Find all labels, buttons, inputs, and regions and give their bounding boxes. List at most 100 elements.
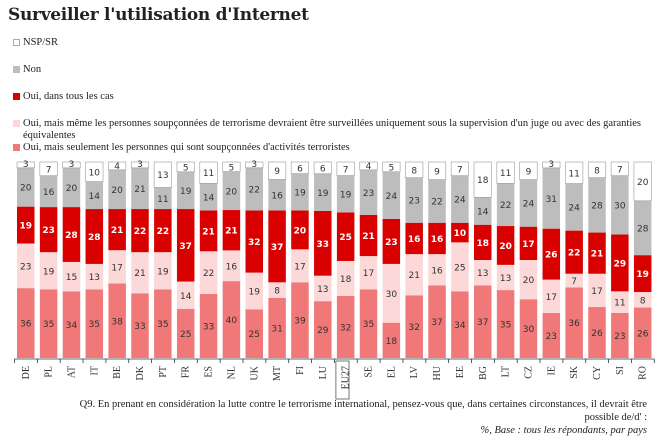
bar-segment-si-s4 bbox=[610, 161, 629, 177]
bar-segment-ie-s3 bbox=[542, 167, 561, 229]
data-label-el-s0: 18 bbox=[386, 337, 398, 347]
bar-segment-ee-s4 bbox=[450, 161, 469, 177]
data-label-lu-s0: 29 bbox=[317, 326, 329, 336]
bar-segment-lv-s3 bbox=[405, 177, 423, 223]
bar-segment-cy-s1 bbox=[588, 273, 606, 308]
data-label-at-s2: 28 bbox=[65, 231, 78, 241]
bar-segment-cy-s3 bbox=[588, 177, 606, 233]
bar-segment-lu-s3 bbox=[314, 173, 332, 211]
data-label-lt-s3: 22 bbox=[500, 201, 511, 211]
x-tick-label-dk: DK bbox=[135, 365, 146, 380]
data-label-pl-s0: 35 bbox=[43, 320, 54, 330]
data-label-fi-s1: 17 bbox=[294, 262, 305, 272]
bar-segment-sk-s0 bbox=[565, 287, 583, 358]
bar-segment-uk-s1 bbox=[245, 272, 263, 310]
bar-segment-lu-s0 bbox=[314, 301, 332, 358]
data-label-fr-s3: 19 bbox=[180, 187, 192, 197]
data-label-lu-s3: 19 bbox=[317, 189, 329, 199]
bar-segment-pt-s3 bbox=[154, 187, 172, 210]
data-label-eu27-s3: 19 bbox=[340, 191, 352, 201]
bar-segment-el-s3 bbox=[382, 171, 401, 219]
bar-segment-de-s3 bbox=[17, 167, 35, 207]
data-label-bg-s1: 13 bbox=[477, 269, 488, 279]
data-label-cz-s3: 24 bbox=[523, 200, 535, 210]
bar-segment-ee-s0 bbox=[451, 291, 469, 358]
data-label-se-s3: 23 bbox=[363, 189, 374, 199]
bar-segment-lt-s2 bbox=[496, 226, 515, 265]
data-label-be-s3: 20 bbox=[111, 186, 123, 196]
data-label-fi-s2: 20 bbox=[294, 226, 307, 236]
bar-segment-sk-s2 bbox=[565, 230, 583, 274]
bar-segment-lv-s1 bbox=[405, 254, 423, 296]
bar-segment-be-s4 bbox=[108, 161, 127, 171]
data-label-se-s2: 21 bbox=[362, 232, 375, 242]
data-label-be-s1: 17 bbox=[111, 263, 122, 273]
legend-swatch-nsp bbox=[13, 39, 20, 46]
data-label-fr-s2: 37 bbox=[179, 242, 192, 252]
x-tick-label-fr: FR bbox=[181, 366, 192, 379]
x-tick-label-ro: RO bbox=[638, 366, 649, 380]
bar-segment-it-s4 bbox=[85, 161, 104, 182]
bar-segment-pl-s4 bbox=[39, 161, 58, 177]
bar-segment-sk-s3 bbox=[565, 183, 583, 231]
bar-segment-eu27-s2 bbox=[336, 212, 355, 261]
data-label-cy-s0: 26 bbox=[591, 329, 603, 339]
legend-label: Non bbox=[23, 64, 42, 75]
bar-segment-uk-s0 bbox=[245, 309, 263, 358]
bar-segment-cz-s4 bbox=[519, 161, 538, 180]
data-label-uk-s2: 32 bbox=[248, 238, 261, 248]
bar-segment-ee-s1 bbox=[451, 242, 469, 292]
bar-segment-el-s0 bbox=[382, 322, 401, 358]
bar-segment-lu-s1 bbox=[314, 275, 332, 302]
data-label-uk-s4: 3 bbox=[251, 160, 257, 170]
bar-segment-at-s2 bbox=[62, 207, 81, 262]
bar-segment-fr-s3 bbox=[176, 171, 195, 210]
bar-segment-lu-s4 bbox=[313, 161, 332, 175]
x-tick-label-fi: FI bbox=[295, 366, 306, 375]
bar-segment-hu-s0 bbox=[428, 285, 446, 358]
bar-segment-pl-s0 bbox=[39, 289, 58, 358]
x-tick-label-lv: LV bbox=[409, 365, 420, 378]
bar-segment-se-s0 bbox=[359, 289, 378, 358]
bar-segment-pl-s1 bbox=[39, 252, 58, 290]
bar-segment-cy-s4 bbox=[587, 161, 607, 178]
bar-segment-el-s2 bbox=[382, 218, 401, 264]
data-label-lv-s0: 32 bbox=[408, 323, 419, 333]
data-label-mt-s4: 9 bbox=[274, 167, 280, 177]
bar-segment-si-s0 bbox=[611, 312, 629, 358]
data-label-ro-s0: 26 bbox=[637, 329, 649, 339]
bar-segment-lt-s4 bbox=[496, 161, 515, 184]
bar-segment-ie-s2 bbox=[542, 228, 561, 280]
data-label-ie-s0: 23 bbox=[546, 332, 557, 342]
data-label-ee-s3: 24 bbox=[454, 196, 466, 206]
data-label-dk-s3: 21 bbox=[134, 185, 145, 195]
data-label-ro-s3: 28 bbox=[637, 224, 649, 234]
data-label-hu-s2: 16 bbox=[431, 235, 444, 245]
bar-segment-bg-s2 bbox=[474, 224, 492, 260]
bar-segment-uk-s4 bbox=[245, 161, 264, 169]
data-label-sk-s0: 36 bbox=[568, 319, 580, 329]
x-tick-label-el: EL bbox=[386, 366, 397, 378]
bar-segment-ie-s1 bbox=[542, 279, 561, 313]
bar-segment-nl-s0 bbox=[222, 281, 241, 358]
x-tick-label-se: SE bbox=[364, 366, 375, 378]
legend-item-oui-juge: Oui, mais même les personnes soupçonnées… bbox=[13, 118, 653, 142]
bar-segment-es-s2 bbox=[199, 210, 218, 252]
bar-segment-fi-s4 bbox=[290, 161, 310, 174]
bar-segment-uk-s2 bbox=[245, 210, 263, 273]
bar-segment-eu27-s0 bbox=[336, 295, 355, 358]
data-label-es-s4: 11 bbox=[203, 169, 214, 179]
footnote-base: %, Base : tous les répondants, par pays bbox=[480, 425, 647, 436]
bars-group bbox=[16, 161, 652, 358]
bar-segment-lt-s0 bbox=[496, 290, 515, 358]
data-label-it-s4: 10 bbox=[89, 168, 101, 178]
data-label-nl-s0: 40 bbox=[226, 316, 238, 326]
x-tick-label-ie: IE bbox=[546, 366, 557, 375]
bar-segment-it-s3 bbox=[85, 181, 104, 210]
data-label-fr-s0: 25 bbox=[180, 330, 191, 340]
data-label-lv-s4: 8 bbox=[411, 166, 417, 176]
data-label-si-s4: 7 bbox=[617, 165, 623, 175]
data-label-mt-s1: 8 bbox=[274, 287, 280, 297]
bar-segment-ro-s4 bbox=[633, 161, 652, 202]
data-label-ro-s1: 8 bbox=[640, 296, 646, 306]
